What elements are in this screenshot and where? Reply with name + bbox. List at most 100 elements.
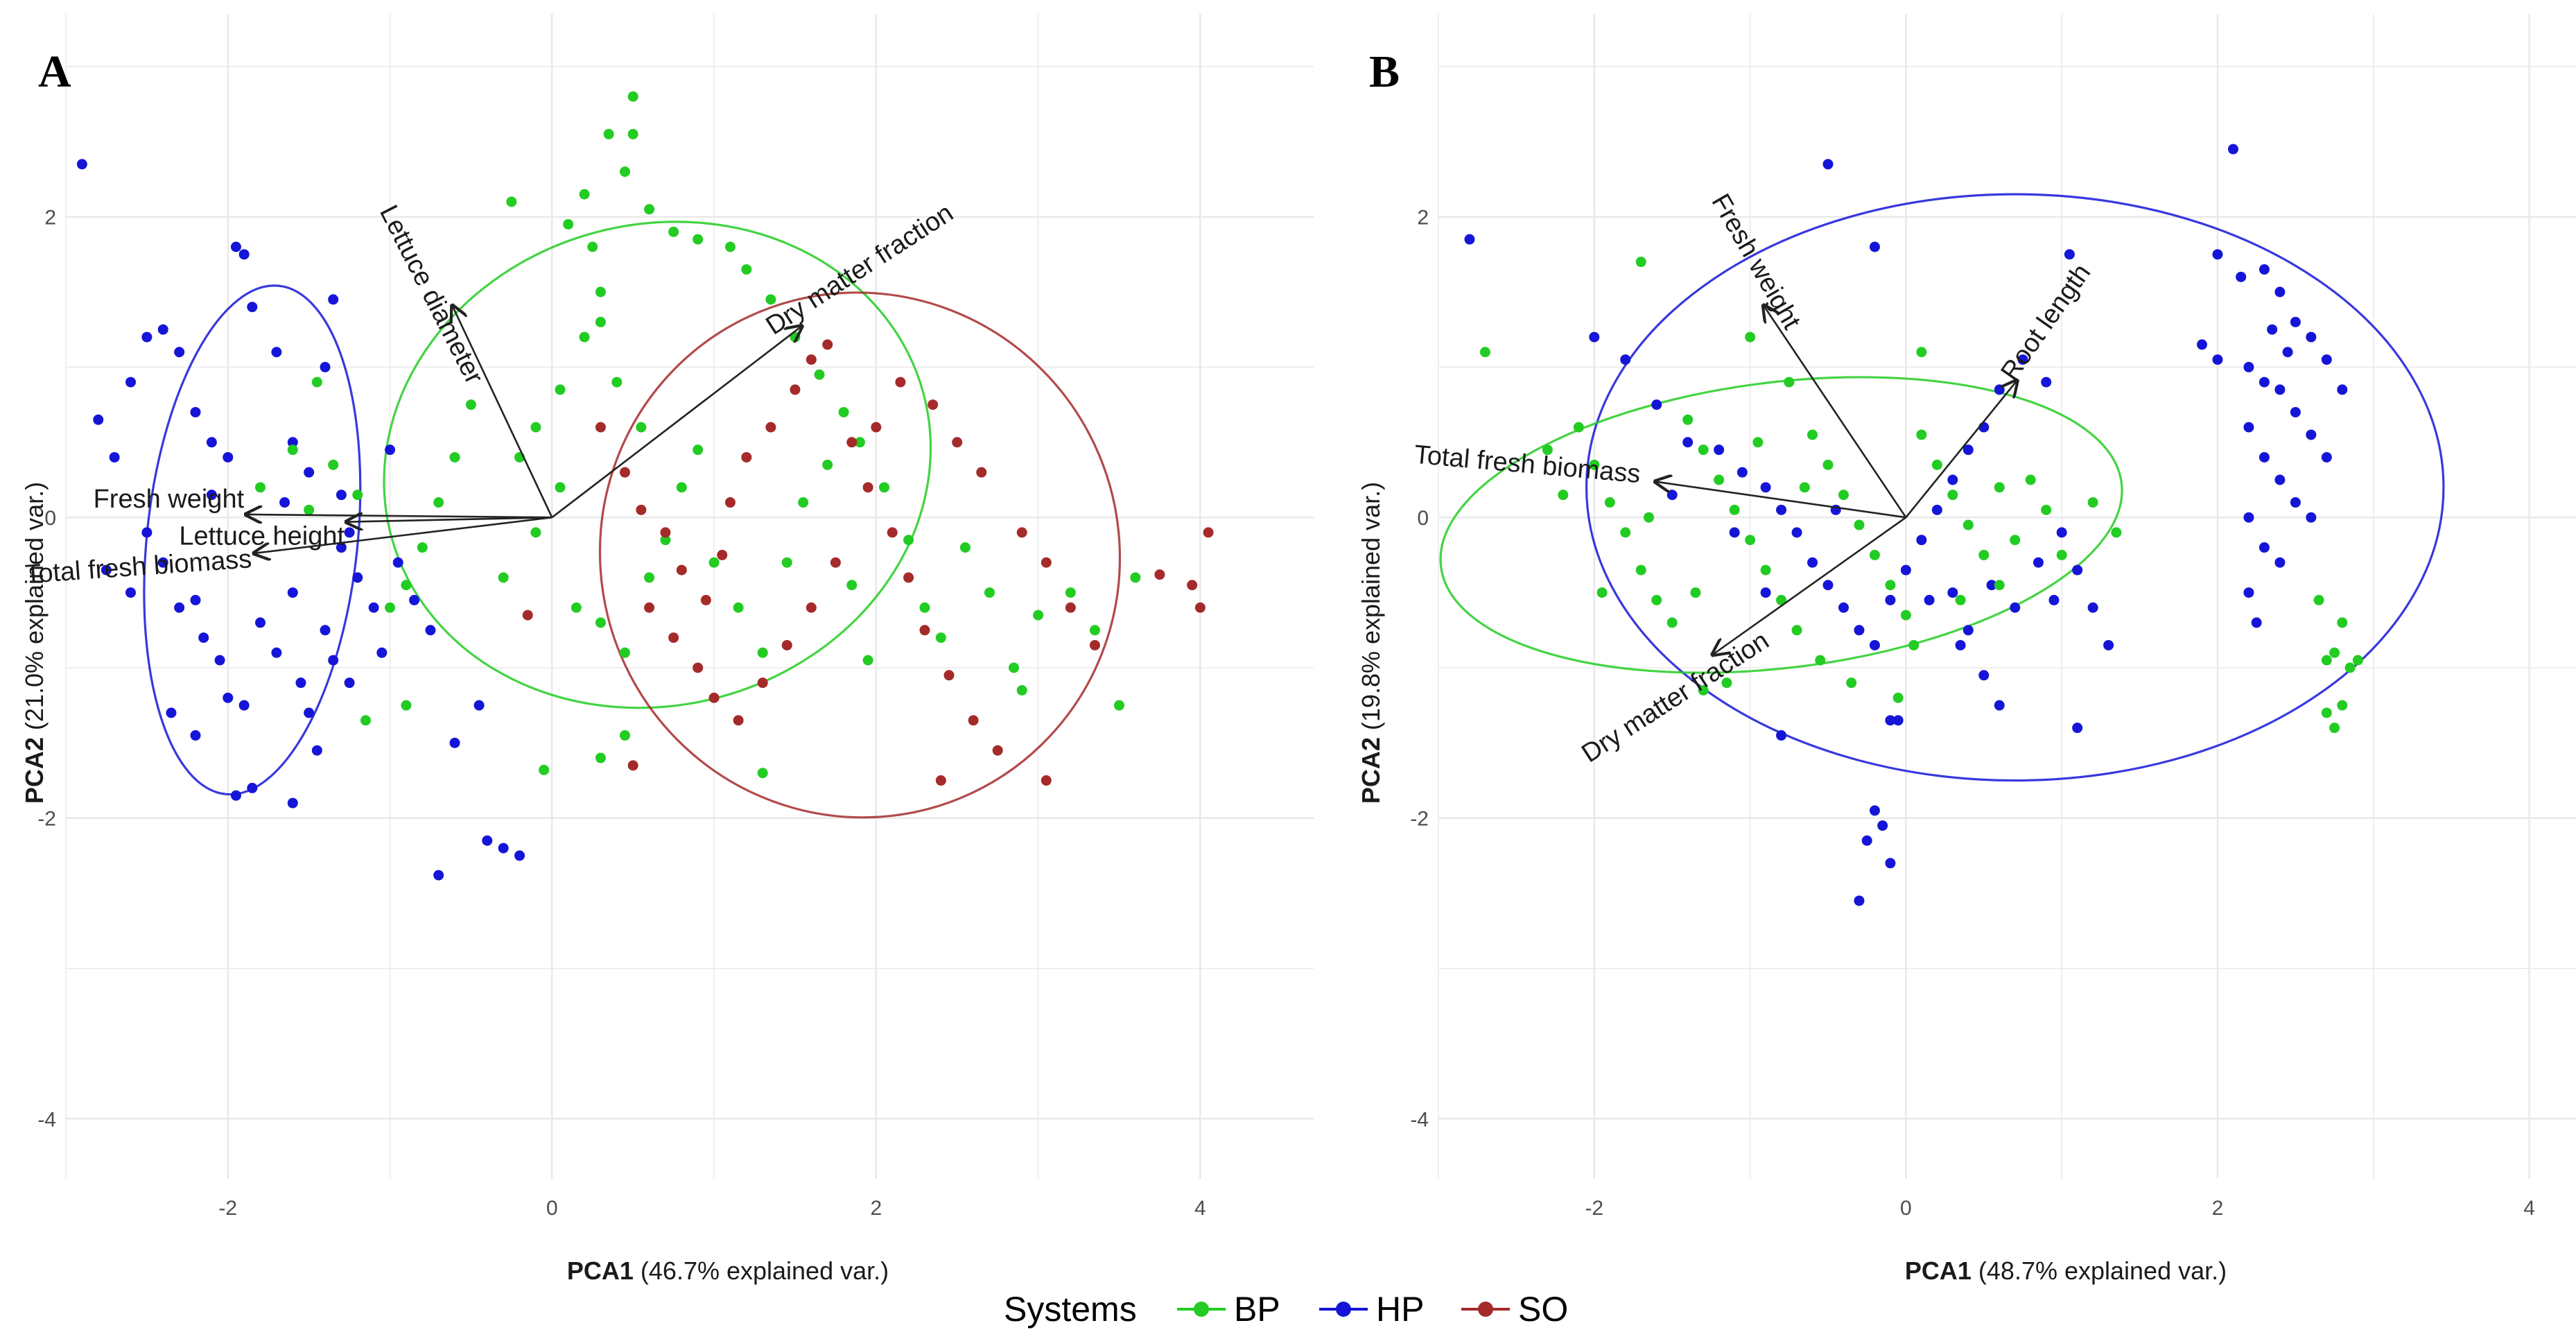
panel-b-point-bp <box>2337 700 2348 711</box>
panel-a-loading-arrow <box>252 516 552 553</box>
panel-b-point-hp <box>2321 451 2332 463</box>
panel-b-point-hp <box>1885 715 1896 726</box>
panel-a-x-tick-label: 2 <box>870 1197 882 1220</box>
panel-b-point-bp <box>1682 414 1694 425</box>
panel-a-point-bp <box>693 444 704 456</box>
panel-a-point-so <box>700 594 711 605</box>
panel-a-ellipse-so <box>598 291 1122 819</box>
panel-a-point-hp <box>473 700 485 711</box>
panel-b-point-hp <box>1877 820 1888 831</box>
panel-b-point-hp <box>1869 805 1880 816</box>
panel-b-y-axis-title-rest: (19.8% explained var.) <box>1357 482 1385 737</box>
panel-b-point-hp <box>2282 347 2293 358</box>
panel-a-point-bp <box>539 764 550 775</box>
panel-b-point-bp <box>1994 482 2005 493</box>
panel-b-loading-arrow <box>1711 517 1907 655</box>
panel-b-point-bp <box>1978 549 1990 560</box>
panel-b-point-bp <box>1916 429 1927 440</box>
panel-a-point-bp <box>449 451 460 463</box>
panel-b-point-bp <box>2329 647 2340 658</box>
panel-a-point-bp <box>741 264 752 275</box>
panel-b-point-bp <box>1916 347 1927 358</box>
panel-a-point-so <box>1016 527 1027 538</box>
panel-b-point-hp <box>1885 858 1896 869</box>
legend-key-bp-dot <box>1194 1302 1209 1317</box>
panel-b-point-hp <box>1807 557 1818 568</box>
panel-b-point-bp <box>2010 535 2021 546</box>
panel-a-point-bp <box>959 542 971 553</box>
panel-b-point-hp <box>2048 594 2060 605</box>
panel-b-point-bp <box>1752 437 1764 448</box>
panel-a-point-hp <box>190 594 201 605</box>
panel-b-point-hp <box>2010 602 2021 613</box>
panel-a-point-so <box>822 339 833 350</box>
panel-a-point-so <box>935 775 946 786</box>
legend-label-so: SO <box>1518 1290 1568 1329</box>
panel-a-point-bp <box>619 647 630 658</box>
panel-a-point-hp <box>368 602 379 613</box>
panel-b-point-hp <box>1869 241 1880 252</box>
panel-b-point-hp <box>1682 437 1694 448</box>
panel-a-point-hp <box>230 790 241 801</box>
panel-b-point-bp <box>2111 527 2122 538</box>
panel-b-point-hp <box>2259 264 2270 275</box>
panel-a-point-hp <box>295 677 306 689</box>
panel-a-point-bp <box>757 647 768 658</box>
panel-b-point-bp <box>1690 587 1701 598</box>
panel-b-point-hp <box>2103 639 2114 650</box>
panel-a-point-bp <box>676 482 687 493</box>
panel-b-point-hp <box>2072 564 2083 576</box>
panel-a-point-so <box>903 572 914 583</box>
panel-a-point-so <box>660 527 671 538</box>
panel-b-point-hp <box>1854 625 1865 636</box>
panel-a-point-hp <box>482 835 493 846</box>
panel-b-point-bp <box>2041 504 2052 515</box>
panel-b-point-hp <box>1760 587 1771 598</box>
panel-a-point-bp <box>579 331 590 343</box>
panel-b-point-hp <box>2243 361 2254 372</box>
panel-a-point-bp <box>636 422 647 433</box>
panel-b-point-hp <box>2290 316 2301 327</box>
panel-b-point-hp <box>1729 527 1740 538</box>
panel-a-point-hp <box>223 692 234 703</box>
panel-b-point-hp <box>2290 497 2301 508</box>
panel-a-point-hp <box>141 527 153 538</box>
panel-b-point-bp <box>1869 549 1880 560</box>
panel-b-point-bp <box>2344 662 2356 673</box>
panel-a-point-hp <box>336 542 347 553</box>
panel-a-y-axis-title: PCA2 (21.0% explained var.) <box>20 482 49 804</box>
panel-b-point-hp <box>1760 482 1771 493</box>
panel-a-point-hp <box>76 159 87 170</box>
panel-a-loading-arrow <box>244 515 552 517</box>
panel-b-point-hp <box>1978 670 1990 681</box>
panel-b-point-hp <box>1869 639 1880 650</box>
panel-b-point-hp <box>2033 557 2044 568</box>
panel-a-point-hp <box>449 737 460 748</box>
panel-a-point-bp <box>611 377 623 388</box>
panel-b-point-bp <box>1698 684 1709 696</box>
panel-b-point-bp <box>1558 490 1569 501</box>
panel-a-point-so <box>895 377 906 388</box>
panel-a-point-hp <box>352 572 363 583</box>
panel-b-point-hp <box>2267 324 2278 335</box>
legend-label-hp: HP <box>1376 1290 1424 1329</box>
panel-b-point-hp <box>1651 399 1662 411</box>
panel-a-point-bp <box>984 587 995 598</box>
panel-b-point-bp <box>1729 504 1740 515</box>
panel-a-point-so <box>1194 602 1206 613</box>
panel-b-grid <box>1438 14 2576 1179</box>
panel-b-point-hp <box>1791 527 1802 538</box>
panel-b-point-hp <box>1666 490 1678 501</box>
panel-a-loading-label: Dry matter fraction <box>761 198 959 340</box>
panel-a-point-so <box>757 677 768 689</box>
panel-a-letter: A <box>38 46 71 97</box>
panel-a-point-so <box>887 527 898 538</box>
panel-b-point-hp <box>2306 331 2317 343</box>
panel-a-point-hp <box>238 700 250 711</box>
panel-a-point-bp <box>417 542 428 553</box>
panel-a-point-so <box>724 497 736 508</box>
panel-a-x-tick-label: 4 <box>1194 1197 1206 1220</box>
panel-a-point-hp <box>376 647 388 658</box>
panel-a-point-bp <box>660 535 671 546</box>
panel-b-point-bp <box>1542 444 1553 456</box>
